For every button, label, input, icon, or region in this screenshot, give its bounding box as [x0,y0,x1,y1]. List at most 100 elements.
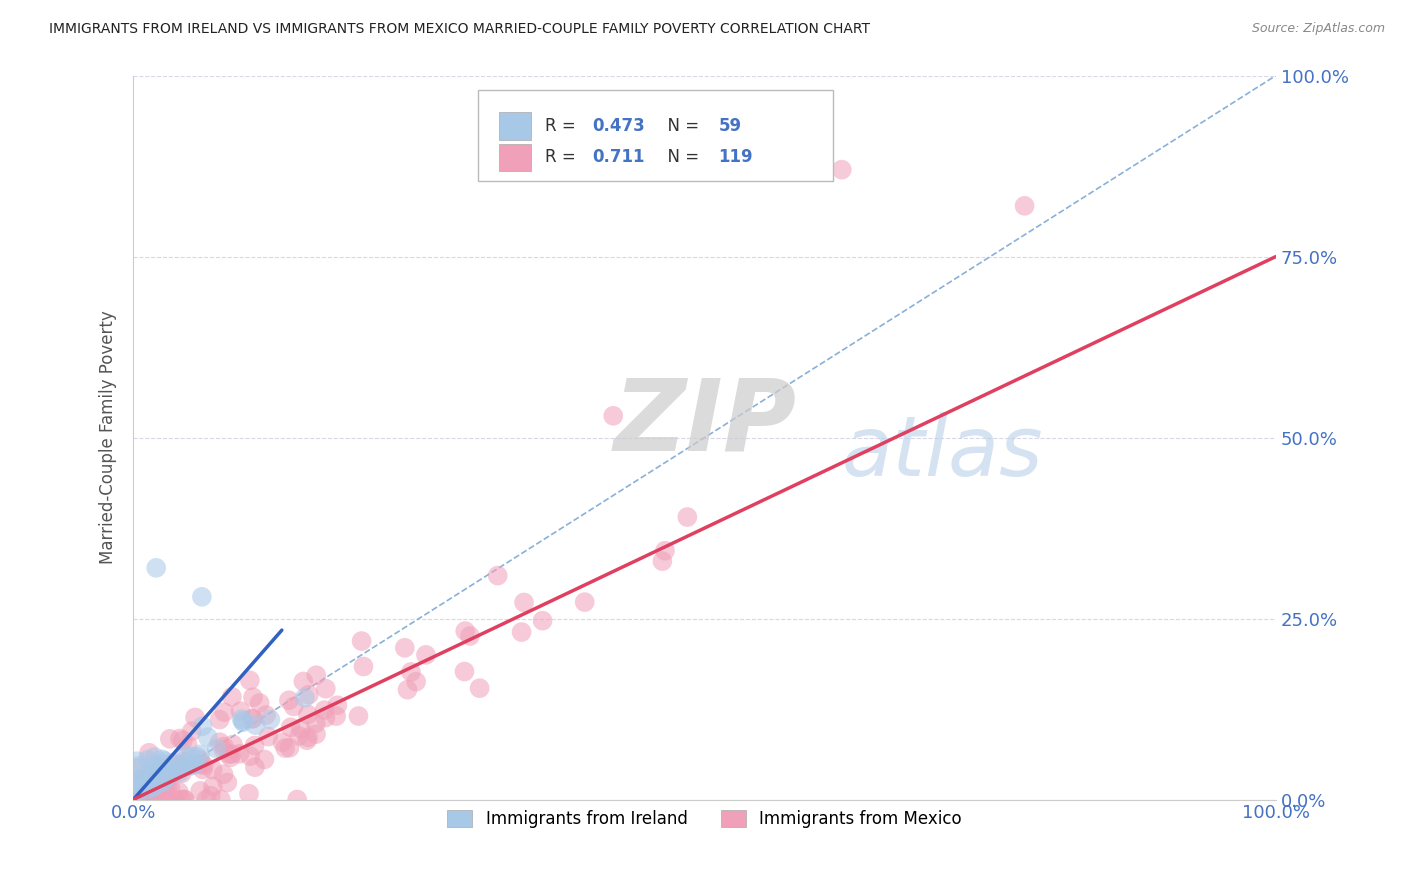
Point [298,688,321,702]
Point [167,757,190,772]
Point [149,775,172,789]
Point [153,781,176,796]
Text: 0.473: 0.473 [593,117,645,136]
Point [155,792,177,806]
Point [172,760,194,774]
Point [191,719,214,733]
Point [468,681,491,696]
Point [156,772,179,786]
FancyBboxPatch shape [499,112,531,140]
Point [145,792,167,806]
Point [277,693,299,707]
Point [132,792,155,806]
Point [125,762,148,776]
Point [197,730,219,744]
Point [212,739,235,754]
Point [200,789,222,803]
Text: Source: ZipAtlas.com: Source: ZipAtlas.com [1251,22,1385,36]
Point [212,705,235,719]
Point [142,792,165,806]
Point [574,595,596,609]
Point [145,561,167,575]
Point [232,714,254,728]
Point [305,668,328,682]
Point [148,772,170,786]
Point [191,590,214,604]
Point [188,753,211,767]
Point [186,749,208,764]
Point [1014,199,1036,213]
Point [134,780,156,794]
Point [453,665,475,679]
Point [305,727,328,741]
Point [125,754,148,768]
Point [124,788,146,802]
Point [238,787,260,801]
Point [295,733,318,747]
Point [271,735,294,749]
Point [405,674,427,689]
Point [162,763,184,777]
Point [150,785,173,799]
Text: R =: R = [544,117,581,136]
Point [294,690,316,705]
Point [153,772,176,786]
Point [136,753,159,767]
Point [228,747,250,761]
Text: IMMIGRANTS FROM IRELAND VS IMMIGRANTS FROM MEXICO MARRIED-COUPLE FAMILY POVERTY : IMMIGRANTS FROM IRELAND VS IMMIGRANTS FR… [49,22,870,37]
Text: R =: R = [544,148,581,166]
Point [347,709,370,723]
Point [179,759,201,773]
Point [188,784,211,798]
Point [297,707,319,722]
Point [292,674,315,689]
Point [249,696,271,710]
Point [180,749,202,764]
Point [242,690,264,705]
Point [188,747,211,762]
Point [486,568,509,582]
Point [125,787,148,801]
Point [243,760,266,774]
Point [132,792,155,806]
Point [208,713,231,727]
Point [654,543,676,558]
Point [350,634,373,648]
Point [193,758,215,772]
Point [174,756,197,770]
Point [283,699,305,714]
Point [135,786,157,800]
Point [231,712,253,726]
Point [184,710,207,724]
Point [146,771,169,785]
Point [139,765,162,780]
Point [243,739,266,753]
Point [156,765,179,780]
Text: 59: 59 [718,117,741,136]
Point [257,730,280,744]
Point [136,785,159,799]
Point [156,792,179,806]
Y-axis label: Married-Couple Family Poverty: Married-Couple Family Poverty [100,310,117,565]
Point [229,704,252,718]
Point [148,792,170,806]
Point [201,763,224,777]
Point [134,779,156,793]
Point [209,792,232,806]
Point [297,731,319,745]
Point [136,782,159,797]
Point [132,774,155,789]
Point [122,773,145,788]
Point [184,757,207,772]
Point [156,764,179,779]
Point [259,713,281,727]
Point [205,741,228,756]
Point [254,708,277,723]
Point [305,716,328,731]
Point [195,792,218,806]
Point [314,703,336,717]
Point [240,712,263,726]
Point [127,759,149,773]
Point [143,779,166,793]
Point [172,755,194,769]
